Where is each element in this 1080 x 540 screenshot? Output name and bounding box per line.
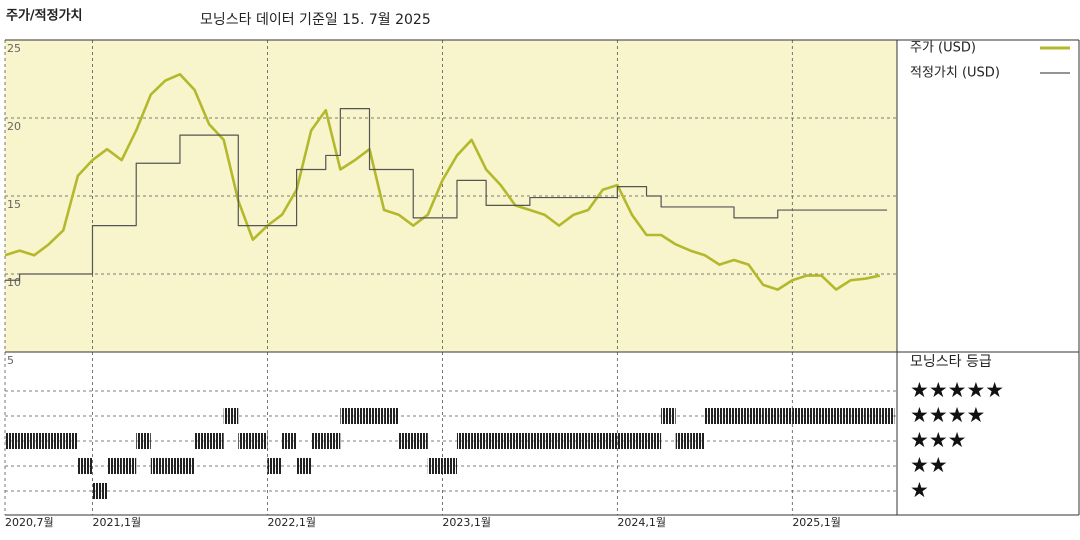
rating-bar [675, 433, 691, 449]
rating-bar [427, 458, 443, 474]
series-line [4, 73, 881, 291]
rating-bar [704, 408, 720, 424]
rating-bar [238, 433, 253, 449]
rating-bar [456, 433, 472, 449]
rating-bar [821, 408, 837, 424]
rating-bar [661, 408, 676, 424]
y-tick-label: 5 [7, 354, 14, 367]
rating-bar [252, 433, 268, 449]
rating-bar [646, 433, 662, 449]
x-tick-label: 2025,1월 [792, 516, 841, 529]
rating-bar [398, 433, 414, 449]
rating-bar [92, 483, 108, 499]
rating-bar [719, 408, 734, 424]
rating-bar [354, 408, 370, 424]
rating-bar [879, 408, 895, 424]
legend-label: 적정가치 (USD) [910, 66, 1000, 81]
rating-bar [588, 433, 603, 449]
rating-bar [792, 408, 807, 424]
rating-bar [836, 408, 851, 424]
y-tick-label: 15 [7, 198, 21, 211]
rating-legend-stars: ★★★★★ [910, 378, 1004, 402]
x-tick-label: 2020,7월 [5, 516, 54, 529]
series-line [5, 108, 888, 281]
x-tick-label: 2021,1월 [92, 516, 141, 529]
y-tick-label: 10 [7, 276, 21, 289]
rating-bar [48, 433, 64, 449]
rating-bar [5, 433, 20, 449]
rating-bar [413, 433, 428, 449]
rating-bar [471, 433, 487, 449]
rating-bar [77, 458, 93, 474]
rating-bar [282, 433, 297, 449]
rating-bar [150, 458, 166, 474]
rating-bar [777, 408, 793, 424]
rating-bar [515, 433, 530, 449]
rating-bar [223, 408, 239, 424]
rating-bar [734, 408, 749, 424]
rating-bar [631, 433, 647, 449]
rating-bar [763, 408, 778, 424]
rating-bar [311, 433, 326, 449]
rating-bar [442, 458, 457, 474]
rating-bar [209, 433, 224, 449]
rating-bar [267, 458, 283, 474]
rating-bar [194, 433, 210, 449]
rating-bar [107, 458, 122, 474]
rating-bar [865, 408, 880, 424]
rating-bar [544, 433, 560, 449]
rating-bar [529, 433, 545, 449]
rating-bar [500, 433, 516, 449]
rating-bar [325, 433, 341, 449]
rating-bar [369, 408, 385, 424]
rating-bar [748, 408, 764, 424]
rating-legend-title: 모닝스타 등급 [910, 354, 992, 370]
rating-bar [486, 433, 501, 449]
rating-bar [602, 433, 618, 449]
rating-legend-stars: ★ [910, 478, 929, 502]
legend-label: 주가 (USD) [910, 41, 976, 56]
rating-bar [34, 433, 49, 449]
rating-legend-stars: ★★ [910, 453, 948, 477]
chart-subtitle: 모닝스타 데이터 기준일 15. 7월 2025 [200, 12, 431, 28]
rating-bar [63, 433, 78, 449]
x-tick-label: 2022,1월 [267, 516, 316, 529]
rating-bar [121, 458, 137, 474]
rating-bar [559, 433, 574, 449]
rating-bar [806, 408, 822, 424]
rating-bar [165, 458, 180, 474]
rating-bar [690, 433, 705, 449]
chart-title: 주가/적정가치 [6, 8, 83, 24]
rating-bar [850, 408, 866, 424]
y-tick-label: 20 [7, 120, 21, 133]
rating-bar [19, 433, 35, 449]
rating-bar [384, 408, 399, 424]
rating-bar [573, 433, 589, 449]
x-tick-label: 2024,1월 [617, 516, 666, 529]
rating-bar [617, 433, 632, 449]
rating-bar [179, 458, 195, 474]
rating-legend-stars: ★★★ [910, 428, 966, 452]
rating-legend-stars: ★★★★ [910, 403, 985, 427]
rating-bar [296, 458, 312, 474]
rating-bar [136, 433, 151, 449]
rating-bar [340, 408, 355, 424]
y-tick-label: 25 [7, 42, 21, 55]
x-tick-label: 2023,1월 [442, 516, 491, 529]
